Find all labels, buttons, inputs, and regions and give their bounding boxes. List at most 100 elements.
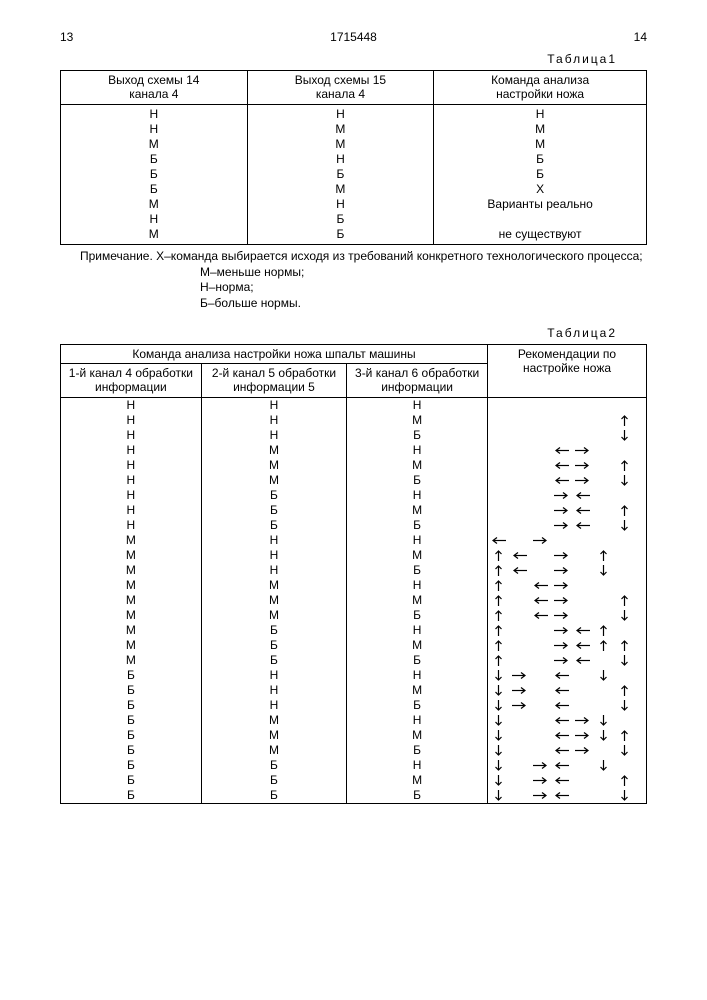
arrow-l-icon bbox=[530, 593, 551, 608]
t2-rec-cell bbox=[488, 638, 647, 653]
t2-cell: М bbox=[347, 773, 488, 788]
arrow-r-icon bbox=[551, 548, 572, 563]
table-row: МНМ bbox=[61, 548, 647, 563]
t2-cell: Н bbox=[347, 758, 488, 773]
arrow-empty bbox=[614, 623, 635, 638]
arrow-l-icon bbox=[509, 548, 530, 563]
t2-cell: Н bbox=[347, 397, 488, 413]
arrow-r-icon bbox=[551, 653, 572, 668]
arrow-empty bbox=[509, 593, 530, 608]
arrow-empty bbox=[593, 473, 614, 488]
arrow-u-icon bbox=[593, 623, 614, 638]
t2-cell: Н bbox=[347, 488, 488, 503]
table-row: БНБ bbox=[61, 698, 647, 713]
t2-cell: М bbox=[201, 743, 346, 758]
table-row: МББ bbox=[61, 653, 647, 668]
legend-m: М–меньше нормы; bbox=[200, 265, 647, 281]
t2-cell: М bbox=[347, 728, 488, 743]
arrow-empty bbox=[488, 503, 509, 518]
table-row: БМБ bbox=[61, 743, 647, 758]
arrow-d-icon bbox=[488, 698, 509, 713]
arrow-u-icon bbox=[614, 773, 635, 788]
t2-cell: М bbox=[347, 458, 488, 473]
t2-rec-cell bbox=[488, 743, 647, 758]
arrow-d-icon bbox=[488, 788, 509, 803]
t2-rec-cell bbox=[488, 548, 647, 563]
t2-cell: Н bbox=[61, 473, 202, 488]
arrow-r-icon bbox=[551, 623, 572, 638]
arrow-u-icon bbox=[488, 608, 509, 623]
t2-cell: М bbox=[201, 713, 346, 728]
arrow-empty bbox=[593, 533, 614, 548]
arrow-empty bbox=[593, 683, 614, 698]
arrow-empty bbox=[488, 458, 509, 473]
t2-cell: Н bbox=[347, 533, 488, 548]
t2-cell: Б bbox=[201, 758, 346, 773]
arrow-u-icon bbox=[488, 563, 509, 578]
t2-cell: Б bbox=[61, 683, 202, 698]
arrow-empty bbox=[509, 623, 530, 638]
arrow-empty bbox=[551, 413, 572, 428]
table-row: ННН bbox=[61, 397, 647, 413]
table-row: МБН bbox=[61, 623, 647, 638]
t2-rec-cell bbox=[488, 413, 647, 428]
t2-cell: Б bbox=[201, 518, 346, 533]
t2-rec-cell bbox=[488, 788, 647, 804]
arrow-empty bbox=[614, 563, 635, 578]
t2-cell: Н bbox=[347, 668, 488, 683]
arrow-d-icon bbox=[488, 758, 509, 773]
t2-cell: М bbox=[347, 548, 488, 563]
t2-cell: Н bbox=[347, 578, 488, 593]
t2-cell: М bbox=[201, 458, 346, 473]
t2-rec-cell bbox=[488, 397, 647, 413]
arrow-r-icon bbox=[551, 563, 572, 578]
arrow-u-icon bbox=[614, 503, 635, 518]
arrow-empty bbox=[593, 488, 614, 503]
arrow-d-icon bbox=[614, 428, 635, 443]
t2-cell: Б bbox=[201, 773, 346, 788]
arrow-empty bbox=[530, 518, 551, 533]
arrow-empty bbox=[614, 533, 635, 548]
arrow-empty bbox=[530, 548, 551, 563]
arrow-l-icon bbox=[551, 458, 572, 473]
t2-cell: Н bbox=[347, 623, 488, 638]
legend-n: Н–норма; bbox=[200, 280, 647, 296]
table-row: ННБ bbox=[61, 428, 647, 443]
t2-cell: Н bbox=[201, 668, 346, 683]
t2-cell: М bbox=[347, 593, 488, 608]
arrow-empty bbox=[488, 488, 509, 503]
arrow-empty bbox=[530, 488, 551, 503]
arrow-empty bbox=[488, 413, 509, 428]
t2-cell: Н bbox=[61, 443, 202, 458]
t2-cell: Н bbox=[201, 698, 346, 713]
table-row: ММН bbox=[61, 578, 647, 593]
arrow-d-icon bbox=[593, 713, 614, 728]
t2-cell: М bbox=[347, 638, 488, 653]
arrow-empty bbox=[572, 683, 593, 698]
t2-cell: М bbox=[61, 638, 202, 653]
t2-cell: Б bbox=[201, 638, 346, 653]
arrow-empty bbox=[572, 758, 593, 773]
arrow-u-icon bbox=[614, 683, 635, 698]
arrow-empty bbox=[509, 413, 530, 428]
t2-cell: М bbox=[347, 683, 488, 698]
arrow-r-icon bbox=[530, 773, 551, 788]
t2-rec-cell bbox=[488, 563, 647, 578]
arrow-r-icon bbox=[572, 473, 593, 488]
arrow-empty bbox=[530, 458, 551, 473]
arrow-empty bbox=[509, 728, 530, 743]
arrow-empty bbox=[593, 518, 614, 533]
table1: Выход схемы 14канала 4Выход схемы 15кана… bbox=[60, 70, 647, 245]
t2-rec-cell bbox=[488, 488, 647, 503]
table-row: ББМ bbox=[61, 773, 647, 788]
table-row: ННМ bbox=[61, 413, 647, 428]
arrow-empty bbox=[530, 623, 551, 638]
arrow-l-icon bbox=[572, 503, 593, 518]
table-row: НБМ bbox=[61, 503, 647, 518]
t2-rec-cell bbox=[488, 668, 647, 683]
arrow-d-icon bbox=[593, 758, 614, 773]
arrow-d-icon bbox=[614, 608, 635, 623]
table-row: МНН bbox=[61, 533, 647, 548]
arrow-empty bbox=[488, 518, 509, 533]
table-row: БББ bbox=[61, 788, 647, 804]
